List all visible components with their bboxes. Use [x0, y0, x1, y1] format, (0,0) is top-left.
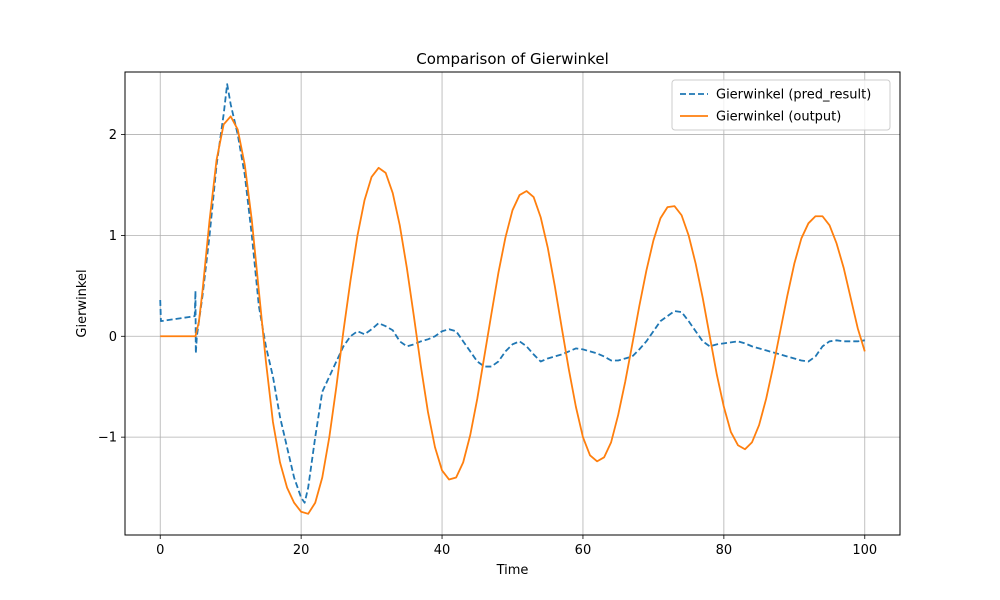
x-tick-label: 100 [852, 543, 877, 558]
x-tick-label: 20 [293, 543, 310, 558]
x-tick-label: 60 [575, 543, 592, 558]
y-tick-label: 2 [109, 128, 117, 143]
x-tick-label: 0 [156, 543, 164, 558]
chart-title: Comparison of Gierwinkel [416, 50, 608, 68]
x-axis-label: Time [496, 563, 529, 578]
legend-label-2: Gierwinkel (output) [716, 110, 841, 125]
legend-label-1: Gierwinkel (pred_result) [716, 88, 871, 103]
y-tick-label: 0 [109, 330, 117, 345]
x-tick-label: 40 [434, 543, 451, 558]
y-tick-label: −1 [98, 431, 117, 446]
legend: Gierwinkel (pred_result) Gierwinkel (outp… [672, 80, 890, 130]
x-tick-label: 80 [716, 543, 733, 558]
y-tick-label: 1 [109, 229, 117, 244]
y-axis-label: Gierwinkel [75, 269, 90, 337]
